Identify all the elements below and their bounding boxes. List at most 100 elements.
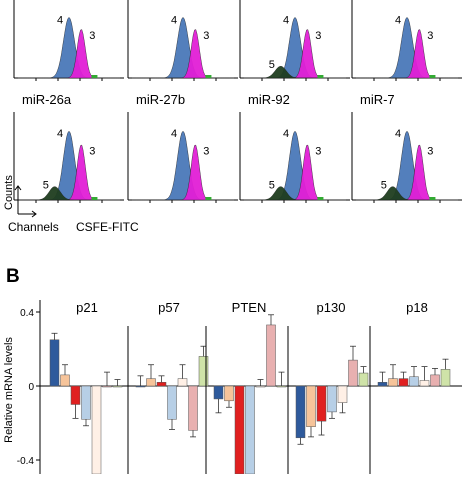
bar	[316, 385, 327, 422]
peak-label-gen-4: 4	[57, 14, 63, 26]
bar	[245, 385, 255, 475]
histogram-peak-gen-3	[356, 29, 458, 79]
histogram-peak-gen-5	[356, 186, 458, 201]
histogram-peak-gen-4	[18, 130, 120, 201]
bar	[177, 378, 188, 387]
bar	[306, 385, 316, 427]
bar	[146, 378, 156, 387]
bar	[440, 369, 451, 387]
peak-label-gen-5: 5	[381, 180, 387, 192]
fitc-label: CSFE-FITC	[76, 220, 139, 234]
bar-chart: 0.4 0 -0.4 p21 p57 PTEN p130 p18	[17, 300, 462, 475]
bar	[188, 385, 198, 431]
histogram-panel: 4 5 3	[239, 0, 350, 81]
histogram-peak-gen-4	[356, 130, 458, 201]
histogram-panel: miR-27b 4 3	[127, 92, 238, 203]
histogram-panel: 43	[351, 0, 462, 81]
bar	[91, 385, 102, 475]
histogram-peak-gen-3	[18, 29, 120, 79]
histogram-peak-gen-5	[244, 65, 346, 79]
bar	[295, 385, 306, 439]
bar	[358, 372, 369, 387]
bar	[377, 382, 388, 387]
bar	[102, 385, 112, 388]
y-tick-label: 0	[28, 382, 34, 393]
y-tick-label: -0.4	[17, 456, 35, 467]
peak-label-gen-5: 5	[269, 59, 275, 71]
histogram-peak-gen-3	[132, 29, 234, 79]
panel-b: B Relative mRNA levels 0.4 0 -0.4 p21 p57 PTE…	[3, 266, 462, 475]
peak-label-gen-3: 3	[89, 146, 95, 158]
bar	[167, 385, 177, 420]
histogram-peak-gen-4	[18, 16, 120, 79]
peak-label-gen-4: 4	[171, 128, 177, 140]
bar	[337, 385, 348, 403]
peak-label-gen-3: 3	[203, 30, 209, 42]
histogram-panel: miR-92 4 5 3	[239, 92, 350, 203]
histogram-panel: miR-26a 4 3 5	[13, 92, 124, 203]
bar	[430, 374, 440, 387]
bar	[398, 378, 409, 387]
histogram-panel: 43	[127, 0, 238, 81]
bar	[266, 324, 276, 387]
histogram-title: miR-7	[360, 92, 395, 107]
bar	[156, 382, 167, 387]
histogram-peak-gen-5	[18, 186, 120, 201]
group-label: PTEN	[232, 300, 267, 315]
histogram-tail	[91, 197, 98, 200]
group-label: p57	[158, 300, 180, 315]
histogram-title: miR-92	[248, 92, 290, 107]
peak-label-gen-5: 5	[43, 180, 49, 192]
peak-label-gen-4: 4	[57, 128, 63, 140]
bar	[224, 385, 234, 402]
channels-label: Channels	[8, 220, 59, 234]
y-axis-label: Relative mRNA levels	[3, 337, 15, 443]
panel-letter: B	[6, 266, 20, 287]
peak-label-gen-3: 3	[427, 146, 433, 158]
group-label: p21	[76, 300, 98, 315]
histogram-panel: miR-7 4 5 3	[351, 92, 462, 203]
histogram-title: miR-26a	[22, 92, 72, 107]
histogram-tail	[429, 75, 436, 78]
histogram-tail	[429, 197, 436, 200]
channels-arrow-head	[31, 210, 37, 218]
peak-label-gen-3: 3	[315, 146, 321, 158]
bar	[276, 385, 287, 388]
bar	[409, 376, 419, 387]
peak-label-gen-3: 3	[315, 30, 321, 42]
peak-label-gen-4: 4	[171, 14, 177, 26]
histogram-tail	[317, 75, 324, 78]
bar	[213, 385, 224, 400]
histogram-peak-gen-4	[356, 16, 458, 79]
bar	[112, 385, 123, 388]
bar	[70, 385, 81, 405]
peak-label-gen-4: 4	[283, 128, 289, 140]
counts-arrow-head	[14, 185, 22, 191]
group-label: p130	[317, 300, 346, 315]
peak-label-gen-3: 3	[427, 30, 433, 42]
histogram-tail	[91, 75, 98, 78]
bar	[348, 359, 358, 387]
bar	[81, 385, 91, 420]
histogram-peak-gen-4	[244, 16, 346, 79]
y-tick-label: 0.4	[20, 308, 34, 319]
bar	[198, 356, 209, 387]
histogram-row-2: miR-26a 4 3 5 miR-27b 4 3 miR-92 4 5 3 miR-7 4 5 3	[13, 92, 462, 203]
histogram-tail	[205, 197, 212, 200]
peak-label-gen-4: 4	[283, 14, 289, 26]
peak-label-gen-3: 3	[89, 30, 95, 42]
bar	[49, 339, 60, 387]
bar	[327, 385, 337, 413]
peak-label-gen-4: 4	[395, 14, 401, 26]
histogram-peak-gen-5	[244, 186, 346, 201]
bar	[255, 385, 266, 388]
counts-label: Counts	[3, 175, 15, 210]
bar	[234, 385, 245, 475]
histogram-peak-gen-3	[132, 144, 234, 201]
histogram-peak-gen-4	[132, 16, 234, 79]
bar	[388, 378, 398, 387]
